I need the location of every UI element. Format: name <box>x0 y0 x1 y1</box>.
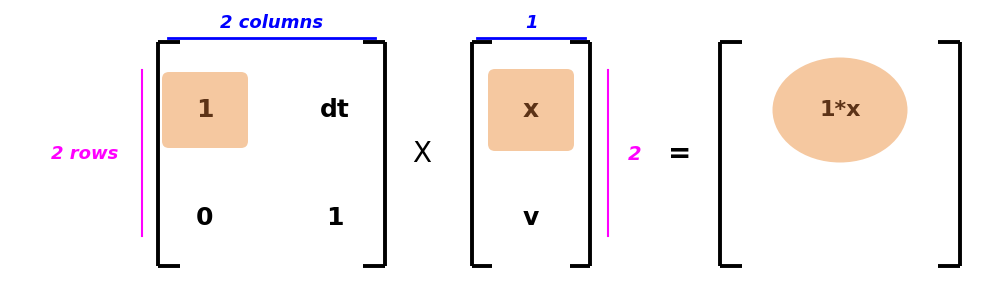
Text: v: v <box>523 206 539 230</box>
Text: 0: 0 <box>196 206 214 230</box>
Text: 1*x: 1*x <box>819 100 861 120</box>
Text: 1: 1 <box>326 206 344 230</box>
Text: x: x <box>523 98 539 122</box>
Text: 2: 2 <box>628 144 642 164</box>
Text: 1: 1 <box>525 14 537 32</box>
Text: 2 columns: 2 columns <box>220 14 323 32</box>
Text: dt: dt <box>320 98 350 122</box>
Text: 1: 1 <box>196 98 214 122</box>
Ellipse shape <box>772 58 908 163</box>
Text: X: X <box>413 140 431 168</box>
FancyBboxPatch shape <box>488 69 574 151</box>
Text: 2 rows: 2 rows <box>52 145 118 163</box>
FancyBboxPatch shape <box>162 72 248 148</box>
Text: =: = <box>668 140 692 168</box>
